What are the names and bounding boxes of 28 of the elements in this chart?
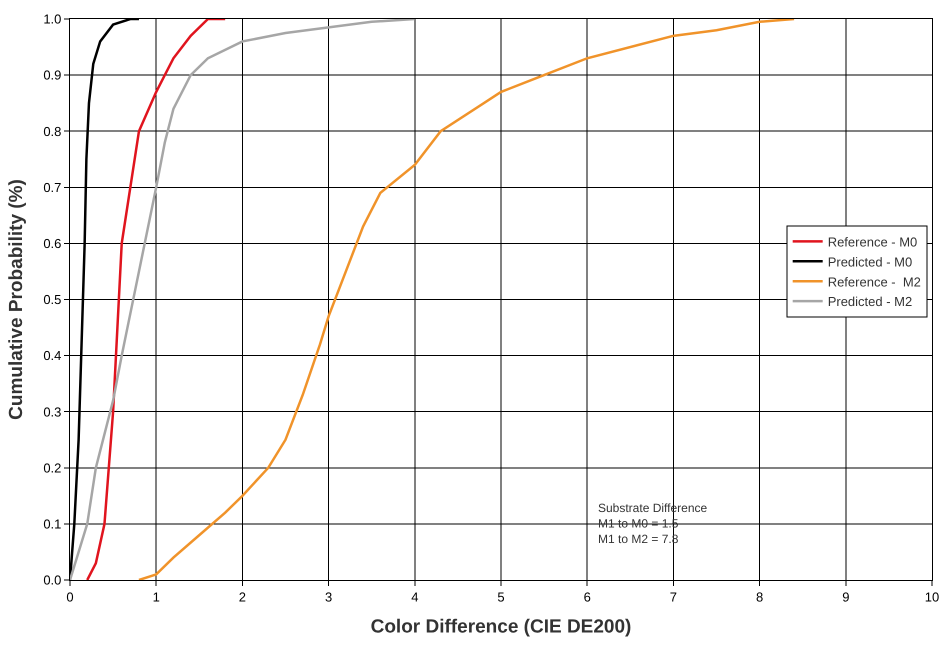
legend-label: Reference - M2: [828, 274, 921, 290]
x-tick-label: 2: [238, 590, 246, 605]
y-tick-label: 0.5: [43, 292, 62, 308]
x-tick-label: 6: [584, 590, 591, 605]
x-tick-label: 7: [670, 590, 678, 605]
x-tick-label: 1: [152, 590, 160, 605]
y-tick-label: 0.0: [43, 572, 62, 588]
y-tick-label: 0.8: [43, 124, 62, 139]
y-tick-label: 0.9: [43, 68, 62, 83]
x-tick-label: 8: [756, 590, 764, 605]
y-tick-label: 0.6: [43, 236, 62, 251]
x-tick-label: 0: [66, 590, 74, 605]
x-tick-label: 9: [842, 590, 850, 605]
legend-label: Predicted - M2: [828, 294, 912, 310]
legend-label: Reference - M0: [828, 234, 918, 250]
x-tick-label: 4: [411, 590, 418, 605]
y-tick-label: 0.1: [43, 516, 62, 532]
y-tick-label: 0.4: [43, 348, 62, 364]
x-tick-label: 5: [497, 590, 505, 605]
y-tick-label: 0.7: [43, 180, 62, 195]
y-tick-label: 0.2: [43, 460, 62, 476]
x-tick-label: 3: [324, 590, 332, 605]
x-tick-label: 10: [924, 590, 940, 605]
y-tick-label: 0.3: [43, 404, 62, 420]
legend-label: Predicted - M0: [828, 254, 912, 270]
x-axis-title: Color Difference (CIE DE200): [370, 616, 632, 638]
y-axis-title: Cumulative Probability (%): [6, 179, 28, 420]
y-tick-label: 1.0: [43, 12, 62, 27]
